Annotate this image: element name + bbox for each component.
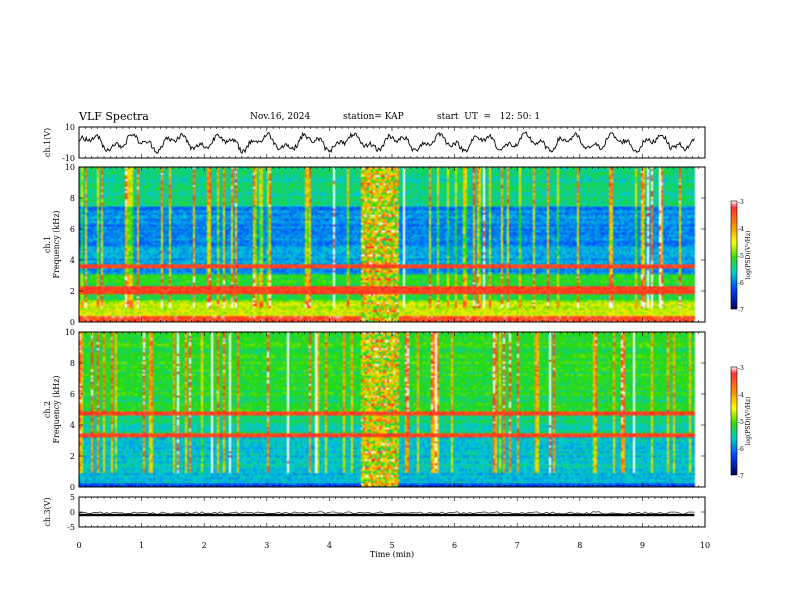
ch3-wave-ytick-label: 0 <box>70 508 75 517</box>
ch1-colorbar <box>730 200 738 310</box>
ch1-spec-ylabel-freq: Frequency (kHz) <box>52 210 61 278</box>
ch1-spec-ytick-label: 2 <box>70 287 75 296</box>
x-tick-label: 10 <box>700 541 710 550</box>
ch2-spec-ytick-label: 2 <box>70 452 75 461</box>
ch2-spec-ylabel-freq: Frequency (kHz) <box>52 375 61 443</box>
ch1-wave-ytick-label: 10 <box>65 123 75 132</box>
ch3-wave-ytick-label: -5 <box>67 523 75 532</box>
ch2-colorbar-tick: -7 <box>738 473 744 480</box>
ch1-colorbar-tick: -6 <box>738 280 744 287</box>
ch1-colorbar-label: log(PSD)(V²/Hz) <box>745 231 752 280</box>
ch2-colorbar-tick: -6 <box>738 446 744 453</box>
ch2-spec-ytick-label: 4 <box>70 421 75 430</box>
ch2-colorbar-tick: -5 <box>738 419 744 426</box>
start-time-label: start UT = 12: 50: 1 <box>437 112 541 122</box>
ch1-colorbar-tick: -5 <box>738 253 744 260</box>
ch1-wave-ytick-label: -10 <box>62 154 75 163</box>
figure-title: VLF Spectra <box>79 110 149 123</box>
ch2-spec-ytick-label: 0 <box>70 483 75 492</box>
w3-frame <box>78 496 706 528</box>
ch1-colorbar-tick: -3 <box>738 199 744 206</box>
x-axis-label: Time (min) <box>370 550 414 559</box>
ch3-wave-ytick-label: 5 <box>70 493 75 502</box>
ch1-spectrogram-image <box>79 167 705 322</box>
x-tick-label: 3 <box>264 541 269 550</box>
x-tick-label: 5 <box>389 541 394 550</box>
x-tick-label: 6 <box>452 541 457 550</box>
x-tick-label: 0 <box>76 541 81 550</box>
x-tick-label: 8 <box>577 541 582 550</box>
ch1-spec-ytick-label: 6 <box>70 225 75 234</box>
ch3-waveform-band <box>79 513 695 517</box>
x-tick-label: 9 <box>640 541 645 550</box>
ch3-waveform-ylabel: ch.3(V) <box>43 497 52 526</box>
ch1-spec-ytick-label: 8 <box>70 194 75 203</box>
ch2-colorbar-tick: -3 <box>738 365 744 372</box>
x-tick-label: 1 <box>139 541 144 550</box>
date-label: Nov.16, 2024 <box>250 112 311 122</box>
ch1-colorbar-tick: -7 <box>738 307 744 314</box>
ch2-colorbar <box>730 366 738 476</box>
w1-frame <box>78 126 706 159</box>
ch1-colorbar-tick: -4 <box>738 226 744 233</box>
x-tick-label: 7 <box>515 541 520 550</box>
ch2-spec-ytick-label: 10 <box>65 328 75 337</box>
ch1-waveform-line <box>78 131 695 155</box>
ch1-spec-ytick-label: 10 <box>65 163 75 172</box>
ch1-waveform-ylabel: ch.1(V) <box>43 128 52 157</box>
ch1-spec-ylabel: ch.1 <box>43 236 52 253</box>
ch1-spec-ytick-label: 4 <box>70 256 75 265</box>
ch2-spec-ylabel: ch.2 <box>43 401 52 418</box>
ch2-spectrogram-image <box>79 332 705 487</box>
ch3-waveform-line <box>78 511 695 515</box>
x-tick-label: 4 <box>327 541 332 550</box>
x-tick-label: 2 <box>202 541 207 550</box>
ch2-colorbar-label: log(PSD)(V²/Hz) <box>745 397 752 446</box>
ch2-spec-ytick-label: 8 <box>70 359 75 368</box>
ch1-spec-ytick-label: 0 <box>70 318 75 327</box>
ch2-spec-ytick-label: 6 <box>70 390 75 399</box>
station-label: station= KAP <box>343 112 404 122</box>
ch2-colorbar-tick: -4 <box>738 392 744 399</box>
